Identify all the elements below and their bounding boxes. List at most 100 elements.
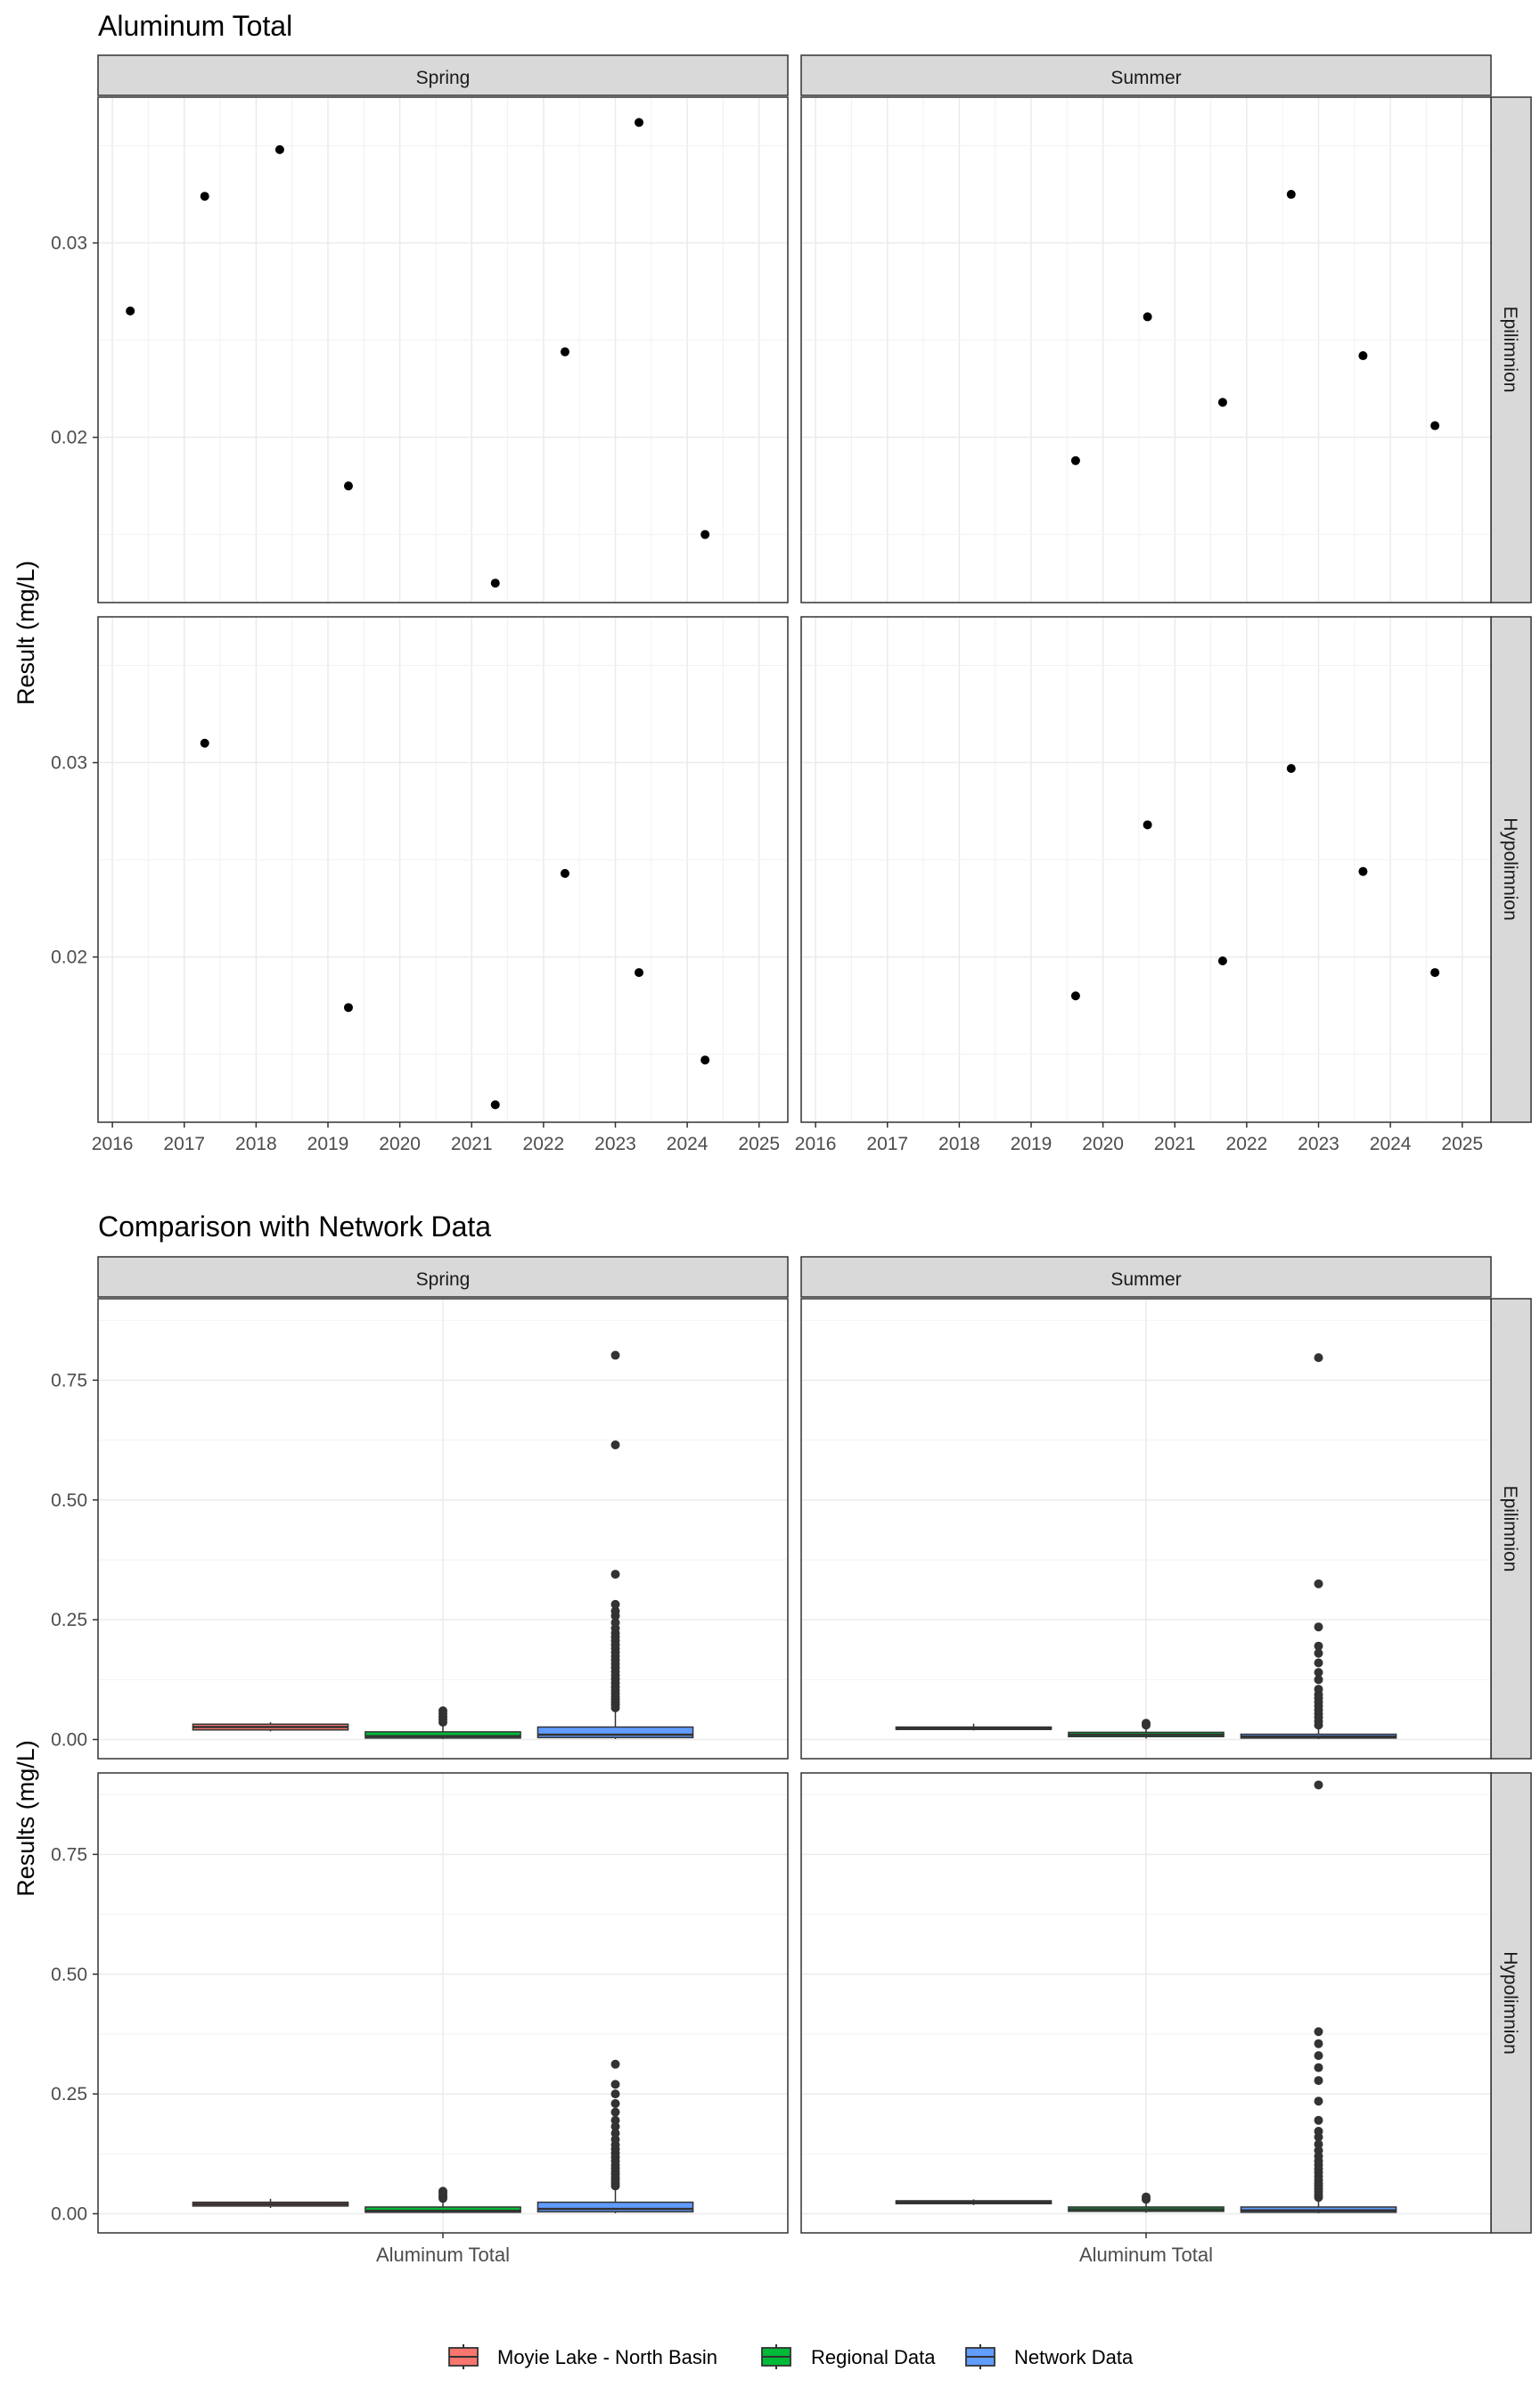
y-tick-label: 0.25 [51,1610,87,1630]
outlier-point [610,1570,620,1580]
box-regional-data [365,2187,521,2213]
box-moyie-lake-north-basin [895,1723,1053,1731]
x-tick-label: 2018 [938,1134,980,1154]
box-body [537,2201,694,2213]
y-tick-label: 0.00 [51,1730,87,1751]
data-point [1143,820,1152,830]
x-tick-label: 2018 [235,1134,277,1154]
y-tick-label: 0.02 [51,948,87,968]
x-tick-label: 2020 [379,1134,421,1154]
data-point [274,144,284,154]
outlier-point [610,2135,620,2145]
data-point [635,968,644,978]
outlier-point [1314,2115,1323,2125]
x-category-label-summer: Aluminum Total [1079,2244,1213,2266]
boxplot-plot: Comparison with Network Data Results (mg… [12,1210,1532,2266]
outlier-point [1314,1658,1323,1668]
data-point [1217,956,1227,965]
box-network-data [537,2059,694,2213]
outlier-point [1314,2139,1323,2149]
data-point [1143,312,1152,322]
data-point [700,1055,710,1065]
x-tick-label: 2025 [738,1134,780,1154]
data-point [1286,190,1296,200]
strip-hypolimnion: Hypolimnion [1500,1951,1520,2055]
data-point [700,529,710,539]
scatter-plot: Aluminum Total Result (mg/L) Spring Summ… [12,10,1532,1154]
strip-bg [97,54,789,96]
legend-label-moyie-lake: Moyie Lake - North Basin [497,2346,717,2368]
strip-spring: Spring [416,68,471,88]
scatter-panel: 2016 2017 2018 2019 2020 2021 2022 2023 2024 2025 [795,616,1492,1154]
outlier-point [1314,2051,1323,2061]
data-point [490,1100,500,1110]
box-moyie-lake-north-basin [895,2199,1053,2205]
outlier-point [610,1599,620,1609]
data-point [1217,398,1227,407]
outlier-point [1314,1641,1323,1651]
data-point [560,347,569,357]
strip-bg [1490,1772,1532,2234]
outlier-point [610,1350,620,1360]
outlier-point [1314,1675,1323,1685]
scatter-panels: 0.02 0.03 0.02 0.03 2016 2017 2018 2019 2020 2021… [51,96,1492,1154]
outlier-point [1314,1579,1323,1588]
y-tick-label: 0.50 [51,1965,87,1985]
outlier-point [1142,2192,1151,2202]
panel-background [801,617,1491,1122]
x-tick-label: 2021 [1154,1134,1196,1154]
panel-background [98,617,788,1122]
outlier-point [610,1606,620,1616]
panel-border [800,1298,1492,1760]
x-tick-label: 2017 [866,1134,908,1154]
outlier-point [1314,1353,1323,1363]
y-tick-label: 0.02 [51,428,87,448]
outlier-point [1314,2146,1323,2155]
boxplot-panel: 0.00 0.25 0.50 0.75 [51,1298,789,1760]
outlier-point [610,1618,620,1628]
box-regional-data [1068,2192,1225,2213]
y-tick-label: 0.50 [51,1490,87,1511]
scatter-panel [800,96,1492,603]
box-body [365,2206,521,2213]
outlier-point [1314,1622,1323,1632]
boxplot-panel: 0.00 0.25 0.50 0.75 [51,1772,789,2238]
panel-border [800,96,1492,603]
data-point [635,118,644,127]
outlier-point [438,2187,447,2196]
legend-label-regional-data: Regional Data [811,2346,936,2368]
outlier-point [610,2098,620,2108]
outlier-point [610,2059,620,2069]
x-tick-label: 2025 [1441,1134,1483,1154]
box-moyie-lake-north-basin [192,1722,349,1732]
outlier-point [1314,2027,1323,2037]
data-point [490,578,500,588]
data-point [1430,421,1440,431]
x-tick-label: 2023 [594,1134,636,1154]
strip-summer: Summer [1110,1269,1181,1290]
outlier-point [610,1440,620,1449]
outlier-point [1314,2127,1323,2137]
strip-epilimnion: Epilimnion [1500,307,1520,393]
outlier-point [610,2080,620,2089]
outlier-point [1142,1719,1151,1728]
y-tick-label: 0.25 [51,2084,87,2105]
panel-border [97,1298,789,1760]
y-tick-label: 0.03 [51,753,87,774]
data-point [200,192,209,201]
x-tick-label: 2020 [1082,1134,1124,1154]
strip-summer: Summer [1110,68,1181,88]
data-point [126,306,135,316]
box-body [537,1726,694,1739]
outlier-point [438,1706,447,1716]
box-regional-data [1068,1719,1225,1739]
outlier-point [1314,1780,1323,1790]
outlier-point [1314,1668,1323,1678]
box-network-data [1240,1353,1397,1739]
outlier-point [1314,2096,1323,2106]
outlier-point [610,2121,620,2131]
legend-item-regional-data: Regional Data [761,2344,936,2369]
outlier-point [610,2107,620,2117]
x-tick-label: 2019 [1011,1134,1053,1154]
x-tick-label: 2019 [307,1134,349,1154]
